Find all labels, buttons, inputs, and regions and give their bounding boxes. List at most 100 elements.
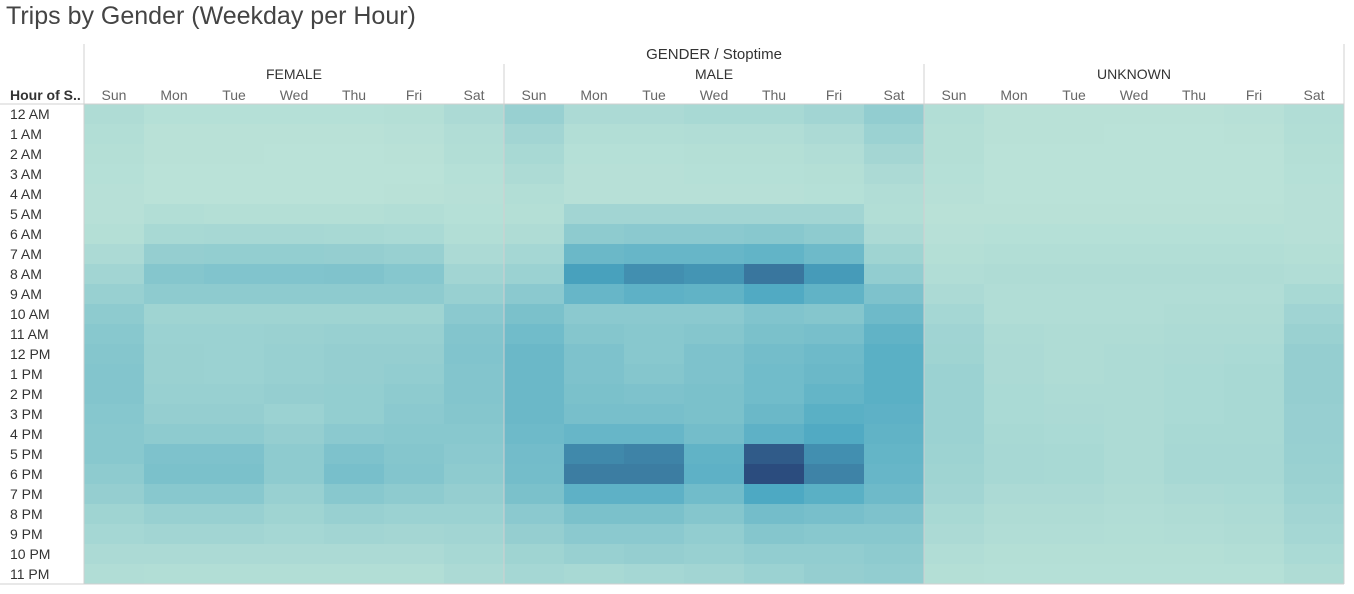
heatmap-cell-female-sun-10[interactable] [84, 304, 144, 324]
heatmap-cell-unknown-fri-21[interactable] [1224, 524, 1284, 544]
heatmap-cell-female-wed-13[interactable] [264, 364, 324, 384]
heatmap-cell-male-tue-12[interactable] [624, 344, 684, 364]
heatmap-cell-male-fri-22[interactable] [804, 544, 864, 564]
heatmap-cell-female-mon-0[interactable] [144, 104, 204, 124]
heatmap-cell-female-thu-1[interactable] [324, 124, 384, 144]
heatmap-cell-unknown-mon-15[interactable] [984, 404, 1044, 424]
heatmap-cell-female-sun-0[interactable] [84, 104, 144, 124]
heatmap-cell-female-fri-6[interactable] [384, 224, 444, 244]
heatmap-cell-female-sat-9[interactable] [444, 284, 504, 304]
heatmap-cell-female-sun-22[interactable] [84, 544, 144, 564]
heatmap-cell-unknown-sat-18[interactable] [1284, 464, 1344, 484]
heatmap-cell-unknown-mon-17[interactable] [984, 444, 1044, 464]
heatmap-cell-unknown-wed-9[interactable] [1104, 284, 1164, 304]
heatmap-cell-female-sat-14[interactable] [444, 384, 504, 404]
heatmap-cell-unknown-thu-10[interactable] [1164, 304, 1224, 324]
heatmap-cell-unknown-wed-10[interactable] [1104, 304, 1164, 324]
heatmap-cell-male-fri-17[interactable] [804, 444, 864, 464]
heatmap-cell-female-sat-16[interactable] [444, 424, 504, 444]
heatmap-cell-female-mon-11[interactable] [144, 324, 204, 344]
heatmap-cell-male-sat-15[interactable] [864, 404, 924, 424]
heatmap-cell-unknown-tue-19[interactable] [1044, 484, 1104, 504]
heatmap-cell-male-mon-13[interactable] [564, 364, 624, 384]
heatmap-cell-male-wed-4[interactable] [684, 184, 744, 204]
heatmap-cell-female-sun-21[interactable] [84, 524, 144, 544]
heatmap-cell-unknown-fri-6[interactable] [1224, 224, 1284, 244]
heatmap-cell-unknown-thu-16[interactable] [1164, 424, 1224, 444]
heatmap-cell-male-sat-11[interactable] [864, 324, 924, 344]
heatmap-cell-female-tue-4[interactable] [204, 184, 264, 204]
heatmap-cell-female-fri-14[interactable] [384, 384, 444, 404]
heatmap-cell-unknown-sat-7[interactable] [1284, 244, 1344, 264]
heatmap-cell-female-fri-19[interactable] [384, 484, 444, 504]
heatmap-cell-female-sun-23[interactable] [84, 564, 144, 584]
heatmap-cell-unknown-sat-21[interactable] [1284, 524, 1344, 544]
heatmap-cell-unknown-fri-20[interactable] [1224, 504, 1284, 524]
heatmap-cell-unknown-thu-2[interactable] [1164, 144, 1224, 164]
heatmap-cell-male-mon-18[interactable] [564, 464, 624, 484]
heatmap-cell-unknown-sat-15[interactable] [1284, 404, 1344, 424]
heatmap-cell-unknown-wed-0[interactable] [1104, 104, 1164, 124]
heatmap-cell-unknown-sun-3[interactable] [924, 164, 984, 184]
heatmap-cell-female-sun-16[interactable] [84, 424, 144, 444]
heatmap-cell-male-mon-20[interactable] [564, 504, 624, 524]
heatmap-cell-female-wed-3[interactable] [264, 164, 324, 184]
heatmap-cell-female-wed-6[interactable] [264, 224, 324, 244]
heatmap-cell-unknown-sun-21[interactable] [924, 524, 984, 544]
heatmap-cell-unknown-thu-20[interactable] [1164, 504, 1224, 524]
heatmap-cell-male-sun-18[interactable] [504, 464, 564, 484]
heatmap-cell-female-mon-4[interactable] [144, 184, 204, 204]
heatmap-cell-female-mon-16[interactable] [144, 424, 204, 444]
heatmap-cell-unknown-tue-13[interactable] [1044, 364, 1104, 384]
heatmap-cell-female-thu-13[interactable] [324, 364, 384, 384]
heatmap-cell-unknown-wed-4[interactable] [1104, 184, 1164, 204]
heatmap-cell-male-sun-19[interactable] [504, 484, 564, 504]
heatmap-cell-male-thu-6[interactable] [744, 224, 804, 244]
heatmap-cell-unknown-sat-6[interactable] [1284, 224, 1344, 244]
heatmap-cell-male-mon-7[interactable] [564, 244, 624, 264]
heatmap-cell-male-thu-2[interactable] [744, 144, 804, 164]
heatmap-cell-unknown-sun-0[interactable] [924, 104, 984, 124]
heatmap-cell-male-thu-18[interactable] [744, 464, 804, 484]
heatmap-cell-male-tue-23[interactable] [624, 564, 684, 584]
heatmap-cell-male-thu-23[interactable] [744, 564, 804, 584]
heatmap-cell-unknown-thu-15[interactable] [1164, 404, 1224, 424]
heatmap-cell-female-tue-10[interactable] [204, 304, 264, 324]
heatmap-cell-female-fri-20[interactable] [384, 504, 444, 524]
heatmap-cell-female-tue-23[interactable] [204, 564, 264, 584]
heatmap-cell-female-sun-18[interactable] [84, 464, 144, 484]
heatmap-cell-male-sun-14[interactable] [504, 384, 564, 404]
heatmap-cell-unknown-thu-21[interactable] [1164, 524, 1224, 544]
heatmap-cell-unknown-wed-13[interactable] [1104, 364, 1164, 384]
heatmap-cell-female-thu-6[interactable] [324, 224, 384, 244]
heatmap-cell-male-wed-10[interactable] [684, 304, 744, 324]
heatmap-cell-unknown-wed-23[interactable] [1104, 564, 1164, 584]
heatmap-cell-unknown-thu-23[interactable] [1164, 564, 1224, 584]
heatmap-cell-unknown-fri-13[interactable] [1224, 364, 1284, 384]
heatmap-cell-female-thu-3[interactable] [324, 164, 384, 184]
heatmap-cell-unknown-thu-8[interactable] [1164, 264, 1224, 284]
heatmap-cell-female-sat-22[interactable] [444, 544, 504, 564]
heatmap-cell-female-sun-2[interactable] [84, 144, 144, 164]
heatmap-cell-female-wed-16[interactable] [264, 424, 324, 444]
heatmap-cell-male-tue-6[interactable] [624, 224, 684, 244]
heatmap-cell-unknown-fri-5[interactable] [1224, 204, 1284, 224]
heatmap-cell-female-wed-2[interactable] [264, 144, 324, 164]
heatmap-cell-male-thu-1[interactable] [744, 124, 804, 144]
heatmap-cell-male-wed-5[interactable] [684, 204, 744, 224]
heatmap-cell-female-mon-21[interactable] [144, 524, 204, 544]
heatmap-cell-unknown-tue-3[interactable] [1044, 164, 1104, 184]
heatmap-cell-female-wed-0[interactable] [264, 104, 324, 124]
heatmap-cell-female-tue-3[interactable] [204, 164, 264, 184]
heatmap-cell-unknown-sat-11[interactable] [1284, 324, 1344, 344]
heatmap-cell-unknown-sat-0[interactable] [1284, 104, 1344, 124]
heatmap-cell-male-tue-10[interactable] [624, 304, 684, 324]
heatmap-cell-male-thu-3[interactable] [744, 164, 804, 184]
heatmap-cell-male-thu-22[interactable] [744, 544, 804, 564]
heatmap-cell-male-wed-12[interactable] [684, 344, 744, 364]
heatmap-cell-unknown-mon-8[interactable] [984, 264, 1044, 284]
heatmap-cell-unknown-sat-10[interactable] [1284, 304, 1344, 324]
heatmap-cell-female-fri-10[interactable] [384, 304, 444, 324]
heatmap-cell-female-fri-9[interactable] [384, 284, 444, 304]
heatmap-cell-unknown-sat-20[interactable] [1284, 504, 1344, 524]
